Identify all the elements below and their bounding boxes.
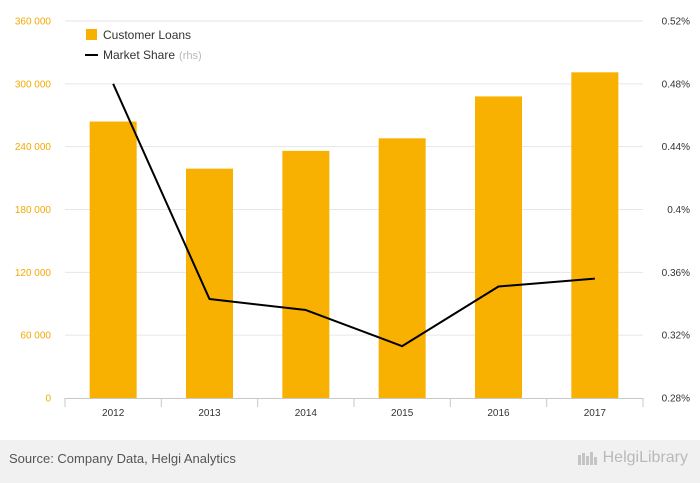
- x-tick-label-2014: 2014: [295, 408, 318, 419]
- source-text: Source: Company Data, Helgi Analytics: [9, 451, 236, 466]
- x-tick-label-2013: 2013: [198, 408, 221, 419]
- right-axis-ticks: 0.28% 0.32% 0.36% 0.4% 0.44% 0.48% 0.52%: [662, 17, 690, 405]
- right-tick-label: 0.44%: [662, 142, 690, 153]
- market-share-line: [112, 83, 595, 348]
- right-tick-label: 0.48%: [662, 79, 690, 90]
- legend-swatch-customer-loans: [86, 29, 97, 40]
- bars: [89, 72, 619, 399]
- legend-label-market-share-wrap: Market Share (rhs): [103, 48, 202, 62]
- library-icon: [577, 452, 597, 465]
- brand-logo: HelgiLibrary: [577, 449, 688, 467]
- right-tick-label: 0.32%: [662, 331, 690, 342]
- bar-2016: [475, 96, 522, 399]
- legend-label-rhs-note: (rhs): [179, 50, 202, 62]
- bar-2015: [378, 138, 426, 399]
- right-tick-label: 0.36%: [662, 268, 690, 279]
- market-share-line-layer: [112, 83, 595, 348]
- x-axis: 2012 2013 2014 2015 2016 2017: [64, 398, 644, 419]
- x-tick-label-2016: 2016: [487, 408, 510, 419]
- legend: Customer Loans Market Share (rhs): [85, 28, 202, 62]
- bar-2017: [571, 72, 619, 398]
- bar-2013: [186, 168, 233, 398]
- footer: Source: Company Data, Helgi Analytics He…: [0, 440, 700, 483]
- right-tick-label: 0.28%: [662, 394, 690, 405]
- bar-2012: [89, 121, 137, 399]
- right-tick-label: 0.52%: [662, 17, 690, 28]
- legend-label-market-share: Market Share: [103, 48, 175, 62]
- x-tick-label-2015: 2015: [391, 408, 414, 419]
- right-tick-label: 0.4%: [667, 205, 690, 216]
- left-axis-ticks: 0 60 000 120 000 180 000 240 000 300 000 360 0…: [15, 17, 52, 405]
- x-tick-label-2012: 2012: [102, 408, 125, 419]
- left-tick-label: 300 000: [15, 79, 52, 90]
- brand-text: HelgiLibrary: [602, 449, 688, 466]
- x-tick-label-2017: 2017: [584, 408, 607, 419]
- left-tick-label: 240 000: [15, 142, 52, 153]
- combo-chart: 2012 2013 2014 2015 2016 2017 0 60 000 120 000 1…: [15, 17, 690, 420]
- left-tick-label: 360 000: [15, 17, 52, 28]
- legend-label-customer-loans: Customer Loans: [103, 28, 191, 42]
- grid: [65, 20, 643, 336]
- bar-2014: [282, 150, 330, 398]
- chart-svg: 2012 2013 2014 2015 2016 2017 0 60 000 120 000 1…: [15, 17, 690, 420]
- left-tick-label: 120 000: [15, 268, 52, 279]
- left-tick-label: 60 000: [20, 331, 51, 342]
- left-tick-label: 180 000: [15, 205, 52, 216]
- left-tick-label: 0: [45, 394, 51, 405]
